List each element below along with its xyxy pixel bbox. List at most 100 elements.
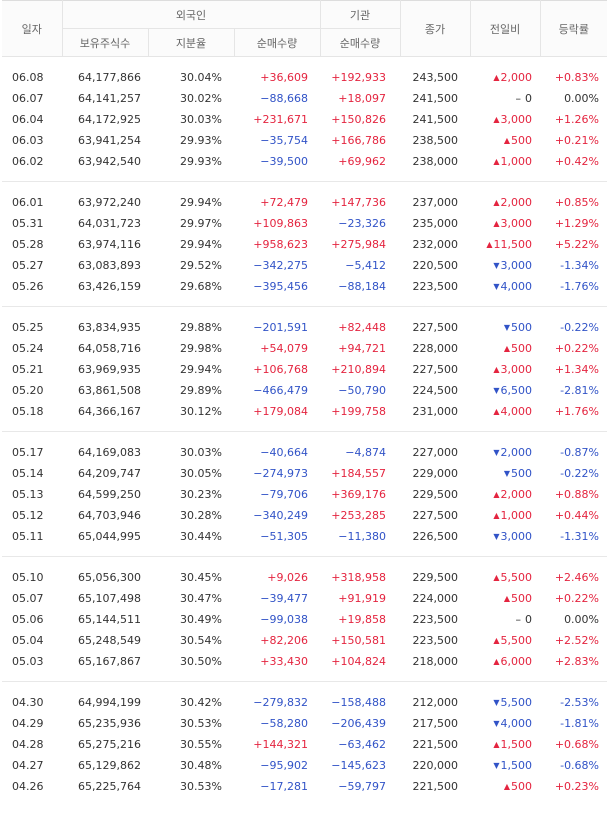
date-cell: 05.03 <box>12 654 44 668</box>
foreign-net-cell: −99,038 <box>260 612 309 626</box>
date-cell: 05.17 <box>12 445 44 459</box>
header-rate: 등락률 <box>539 0 608 57</box>
change-cell: ▼500 <box>470 463 540 484</box>
inst-net-cell: −158,488 <box>331 695 387 709</box>
foreign-net-cell: +9,026 <box>267 570 309 584</box>
shares-held-cell: 65,056,300 <box>78 570 141 584</box>
table-row: 05.26 63,426,159 29.68% −395,456 −88,184 223,… <box>2 276 607 297</box>
group-spacer <box>2 432 607 442</box>
holding-ratio-cell: 30.53% <box>180 716 222 730</box>
foreign-net-cell: +958,623 <box>253 237 309 251</box>
holding-ratio-cell: 30.47% <box>180 591 222 605</box>
table-row: 05.21 63,969,935 29.94% +106,768 +210,894 227… <box>2 359 607 380</box>
inst-net-cell: +369,176 <box>331 487 387 501</box>
table-row: 06.08 64,177,866 30.04% +36,609 +192,933 243,… <box>2 67 607 88</box>
group-spacer <box>2 182 607 192</box>
date-cell: 05.14 <box>12 466 44 480</box>
change-cell: ▲1,000 <box>470 505 540 526</box>
close-cell: 231,000 <box>412 404 459 418</box>
rate-cell: +2.52% <box>554 633 600 647</box>
close-cell: 227,500 <box>412 320 459 334</box>
holding-ratio-cell: 30.44% <box>180 529 222 543</box>
rate-cell: -1.76% <box>560 279 600 293</box>
shares-held-cell: 65,044,995 <box>78 529 141 543</box>
shares-held-cell: 63,861,508 <box>78 383 141 397</box>
change-cell: ▲6,000 <box>470 651 540 672</box>
shares-held-cell: 63,083,893 <box>78 258 141 272</box>
inst-net-cell: −59,797 <box>338 779 387 793</box>
change-cell: ▼4,000 <box>470 276 540 297</box>
close-cell: 235,000 <box>412 216 459 230</box>
date-cell: 05.12 <box>12 508 44 522</box>
change-value: 500 <box>511 779 533 793</box>
table-row: 05.20 63,861,508 29.89% −466,479 −50,790 224,… <box>2 380 607 401</box>
inst-net-cell: +318,958 <box>331 570 387 584</box>
shares-held-cell: 65,144,511 <box>78 612 141 626</box>
change-value: 3,000 <box>500 362 533 376</box>
holding-ratio-cell: 30.53% <box>180 779 222 793</box>
shares-held-cell: 63,834,935 <box>78 320 141 334</box>
change-value: 6,000 <box>500 654 533 668</box>
table-row: 05.10 65,056,300 30.45% +9,026 +318,958 229,5… <box>2 567 607 588</box>
holding-ratio-cell: 30.54% <box>180 633 222 647</box>
group-spacer <box>2 171 608 182</box>
close-cell: 241,500 <box>412 91 459 105</box>
up-triangle-icon: ▲ <box>493 656 500 666</box>
table-row: 04.29 65,235,936 30.53% −58,280 −206,439 217,… <box>2 713 607 734</box>
rate-cell: +0.23% <box>554 779 600 793</box>
change-value: 2,000 <box>500 445 533 459</box>
header-holding-ratio: 지분율 <box>147 28 235 57</box>
foreign-net-cell: +106,768 <box>253 362 309 376</box>
table-row: 05.24 64,058,716 29.98% +54,079 +94,721 228,0… <box>2 338 607 359</box>
shares-held-cell: 64,058,716 <box>78 341 141 355</box>
date-cell: 05.27 <box>12 258 44 272</box>
change-cell: ▼3,000 <box>470 255 540 276</box>
foreign-net-cell: −279,832 <box>253 695 309 709</box>
rate-cell: +0.85% <box>554 195 600 209</box>
down-triangle-icon: ▼ <box>503 468 511 478</box>
inst-net-cell: +150,581 <box>331 633 387 647</box>
close-cell: 224,000 <box>412 591 459 605</box>
rate-cell: +1.26% <box>554 112 600 126</box>
table-row: 05.07 65,107,498 30.47% −39,477 +91,919 224,0… <box>2 588 607 609</box>
change-value: 3,000 <box>500 216 533 230</box>
close-cell: 212,000 <box>412 695 459 709</box>
change-cell: ▲2,000 <box>470 192 540 213</box>
date-cell: 05.24 <box>12 341 44 355</box>
date-cell: 06.03 <box>12 133 44 147</box>
table-row: 04.26 65,225,764 30.53% −17,281 −59,797 221,5… <box>2 776 607 797</box>
foreign-net-cell: −40,664 <box>260 445 309 459</box>
inst-net-cell: −206,439 <box>331 716 387 730</box>
foreign-net-cell: −39,477 <box>260 591 309 605</box>
close-cell: 223,500 <box>412 633 459 647</box>
inst-net-cell: +104,824 <box>331 654 387 668</box>
holding-ratio-cell: 29.97% <box>180 216 222 230</box>
rate-cell: +0.21% <box>554 133 600 147</box>
holding-ratio-cell: 30.04% <box>180 70 222 84</box>
foreign-net-cell: −39,500 <box>260 154 309 168</box>
foreign-institution-trading-table: 일자 외국인 기관 종가 전일비 등락률 보유주식수 지분율 순매수량 순매수량… <box>2 0 608 797</box>
change-value: 2,000 <box>500 70 533 84</box>
foreign-net-cell: −58,280 <box>260 716 309 730</box>
date-cell: 06.07 <box>12 91 44 105</box>
rate-cell: +5.22% <box>554 237 600 251</box>
inst-net-cell: +69,962 <box>338 154 387 168</box>
group-spacer <box>2 296 608 307</box>
holding-ratio-cell: 29.88% <box>180 320 222 334</box>
rate-cell: +2.46% <box>554 570 600 584</box>
holding-ratio-cell: 29.52% <box>180 258 222 272</box>
up-triangle-icon: ▲ <box>493 197 500 207</box>
holding-ratio-cell: 30.02% <box>180 91 222 105</box>
group-spacer <box>2 682 607 692</box>
foreign-net-cell: +144,321 <box>253 737 309 751</box>
group-spacer <box>2 57 607 67</box>
change-value: 11,500 <box>493 237 533 251</box>
date-cell: 06.08 <box>12 70 44 84</box>
shares-held-cell: 64,169,083 <box>78 445 141 459</box>
foreign-net-cell: −88,668 <box>260 91 309 105</box>
close-cell: 232,000 <box>412 237 459 251</box>
shares-held-cell: 64,031,723 <box>78 216 141 230</box>
rate-cell: -0.22% <box>560 466 600 480</box>
table-row: 05.06 65,144,511 30.49% −99,038 +19,858 223,5… <box>2 609 607 630</box>
foreign-net-cell: −201,591 <box>253 320 309 334</box>
